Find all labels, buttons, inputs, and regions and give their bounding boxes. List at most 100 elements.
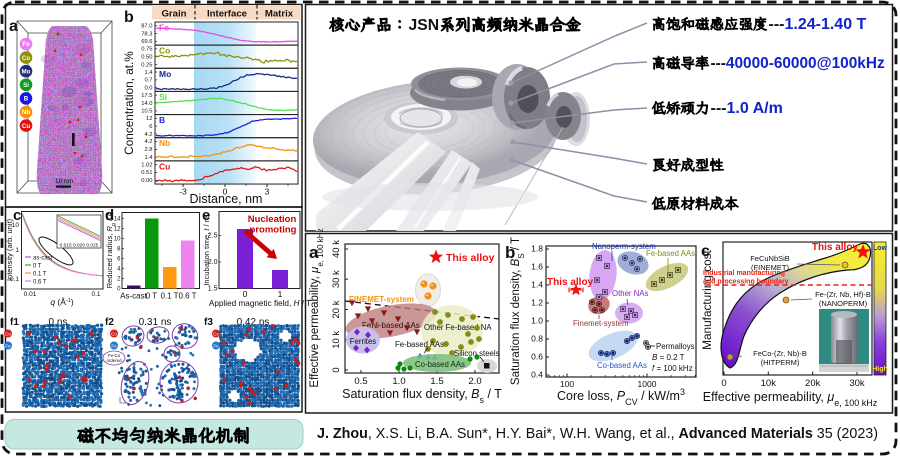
svg-text:0.6 T: 0.6 T [178,292,196,301]
svg-text:0.1: 0.1 [10,276,19,283]
svg-text:10k: 10k [761,378,777,389]
svg-text:78.3: 78.3 [141,31,152,37]
svg-text:0.0: 0.0 [144,86,152,92]
svg-text:This alloy: This alloy [812,242,859,253]
svg-text:J. Zhou, X.S. Li, B.A. Sun*, H: J. Zhou, X.S. Li, B.A. Sun*, H.Y. Bai*, … [317,426,878,442]
svg-text:Nucleation: Nucleation [248,214,297,225]
svg-text:100: 100 [560,379,574,389]
svg-text:B: B [24,96,29,103]
svg-text:Co: Co [5,331,11,336]
svg-text:Fe-based AAs: Fe-based AAs [646,249,695,258]
svg-text:-3: -3 [179,187,187,197]
svg-text:4.2: 4.2 [144,132,152,138]
svg-text:4: 4 [117,267,121,273]
svg-text:Cu: Cu [159,161,170,171]
svg-text:ordered: ordered [106,358,122,363]
svg-text:and processing boundary: and processing boundary [703,279,789,286]
svg-text:0.51: 0.51 [141,170,152,176]
svg-text:0.50: 0.50 [141,55,152,61]
svg-text:0.4: 0.4 [531,370,543,380]
svg-text:10: 10 [114,237,121,243]
svg-text:f = 100 kHz: f = 100 kHz [652,364,693,373]
svg-text:0.42 ns: 0.42 ns [237,317,270,328]
svg-text:FeCo-(Zr, Nb)-B: FeCo-(Zr, Nb)-B [753,349,807,358]
svg-text:e: e [202,207,210,224]
svg-text:f2: f2 [105,317,114,328]
svg-text:Applied magnetic field, H / T: Applied magnetic field, H / T [209,299,311,308]
svg-text:1.02: 1.02 [141,162,152,168]
svg-text:0.6: 0.6 [531,352,543,362]
svg-text:0.015 0.020 0.025: 0.015 0.020 0.025 [60,243,99,249]
svg-text:Concentration, at.%: Concentration, at.% [122,51,136,155]
svg-text:12: 12 [146,116,152,122]
svg-text:Matrix: Matrix [265,9,294,20]
svg-text:0 T: 0 T [33,263,42,269]
svg-text:Fe: Fe [5,343,11,348]
svg-text:1.6: 1.6 [531,262,543,272]
svg-text:69.6: 69.6 [141,39,152,45]
svg-text:(NANOPERM): (NANOPERM) [819,299,868,308]
svg-text:0: 0 [721,378,726,389]
svg-text:B: B [159,115,165,125]
svg-text:14: 14 [114,217,121,223]
svg-text:0.1 T: 0.1 T [33,271,47,277]
svg-text:20k: 20k [805,378,821,389]
svg-text:Ferrites: Ferrites [350,337,377,346]
svg-text:30k: 30k [849,378,865,389]
svg-text:(HITPERM): (HITPERM) [761,358,800,367]
svg-text:---40000-60000@100kHz: ---40000-60000@100kHz [711,55,885,72]
svg-text:Permalloys: Permalloys [656,342,695,351]
svg-text:Co-based AAs: Co-based AAs [597,361,647,370]
svg-text:0: 0 [243,289,248,299]
svg-text:a: a [9,18,18,35]
svg-text:1.4: 1.4 [144,70,153,76]
svg-text:as-cast: as-cast [33,255,53,261]
svg-text:Fe: Fe [22,41,30,48]
svg-text:High: High [872,366,888,373]
svg-text:17.5: 17.5 [141,93,152,99]
svg-text:2.5: 2.5 [208,233,218,240]
svg-text:6: 6 [117,257,121,263]
svg-text:0: 0 [223,187,228,197]
svg-text:30 k: 30 k [331,270,342,288]
svg-text:Fe-based AAs: Fe-based AAs [395,340,444,349]
svg-text:1.0: 1.0 [392,376,405,387]
svg-text:Co: Co [111,331,117,336]
svg-text:2.0: 2.0 [468,376,481,387]
svg-text:4.2: 4.2 [144,139,152,145]
svg-text:0.1 T: 0.1 T [160,292,178,301]
svg-text:Incubation time, t / ns: Incubation time, t / ns [202,214,211,286]
svg-text:6: 6 [149,124,152,130]
svg-text:2.8: 2.8 [144,147,152,153]
svg-text:JSN: JSN [409,17,440,34]
svg-text:Si: Si [159,92,167,102]
svg-text:f1: f1 [10,317,19,328]
svg-text:1: 1 [278,289,283,299]
svg-text:0.8: 0.8 [531,334,543,344]
svg-text:This alloy: This alloy [547,277,594,288]
svg-text:1: 1 [15,247,19,254]
svg-text:Fe: Fe [159,23,169,33]
svg-text:1.0: 1.0 [531,316,543,326]
svg-text:0: 0 [117,287,121,293]
svg-text:0.6 T: 0.6 T [33,279,47,285]
svg-text:B = 0.2 T: B = 0.2 T [652,353,685,362]
svg-text:0.31 ns: 0.31 ns [139,317,172,328]
svg-text:FeCuNbSiB: FeCuNbSiB [750,254,790,263]
svg-text:(FINEMET): (FINEMET) [751,263,789,272]
svg-text:3: 3 [265,187,270,197]
svg-text:f3: f3 [204,317,213,328]
svg-text:Cu: Cu [22,123,30,130]
svg-text:2: 2 [117,277,121,283]
svg-text:0.1: 0.1 [91,291,100,298]
svg-text:Other NAs: Other NAs [612,289,648,298]
svg-text:0.01: 0.01 [24,291,37,298]
svg-text:Co-based AAs: Co-based AAs [415,360,465,369]
svg-text:Finemet-system: Finemet-system [573,319,628,328]
svg-text:10 k: 10 k [331,331,342,349]
svg-text:12: 12 [114,227,121,233]
svg-text:c: c [13,207,21,224]
svg-text:0.25: 0.25 [141,62,152,68]
svg-text:0 ns: 0 ns [49,317,68,328]
svg-text:Mo: Mo [22,68,31,75]
